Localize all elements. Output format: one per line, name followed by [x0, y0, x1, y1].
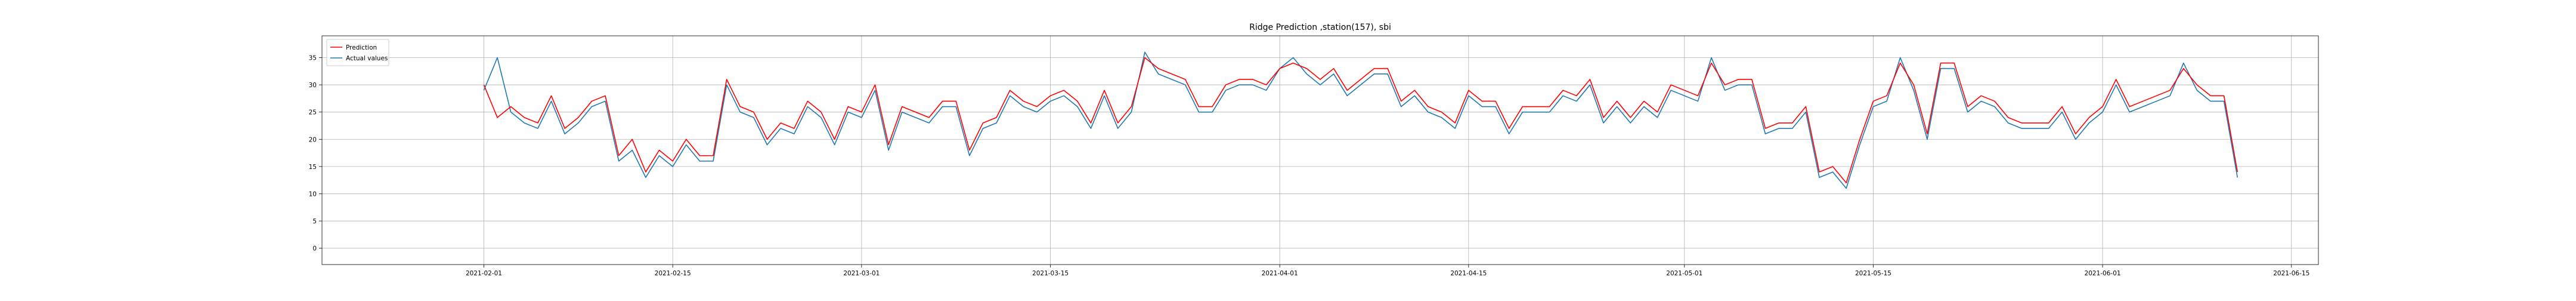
- y-tick-label: 20: [309, 136, 317, 143]
- x-tick-label: 2021-02-15: [655, 270, 691, 277]
- x-tick-label: 2021-05-01: [1666, 270, 1702, 277]
- x-tick-label: 2021-03-01: [843, 270, 880, 277]
- legend-label-actual-values: Actual values: [346, 55, 388, 62]
- y-axis: 0 5 10 15 20 25 30 35: [309, 54, 322, 253]
- x-tick-label: 2021-03-15: [1032, 270, 1069, 277]
- x-tick-label: 2021-06-15: [2273, 270, 2309, 277]
- prediction-line: [483, 57, 2238, 184]
- x-tick-label: 2021-02-01: [466, 270, 502, 277]
- y-tick-label: 15: [309, 164, 317, 171]
- y-tick-label: 25: [309, 109, 317, 116]
- actual-values-line: [483, 51, 2238, 189]
- legend-box: [326, 39, 389, 66]
- x-tick-label: 2021-06-01: [2085, 270, 2121, 277]
- legend: Prediction Actual values: [326, 39, 389, 66]
- x-axis: 2021-02-01 2021-02-15 2021-03-01 2021-03-15…: [466, 265, 2309, 277]
- plot-frame: [321, 35, 2319, 265]
- y-tick-label: 0: [312, 245, 317, 253]
- y-tick-label: 35: [309, 54, 317, 62]
- x-tick-label: 2021-04-15: [1450, 270, 1487, 277]
- x-tick-label: 2021-05-15: [1855, 270, 1891, 277]
- series-lines: [483, 51, 2238, 189]
- legend-label-prediction: Prediction: [346, 44, 377, 51]
- y-tick-label: 30: [309, 82, 317, 89]
- y-tick-label: 10: [309, 191, 317, 198]
- y-tick-label: 5: [312, 218, 317, 225]
- grid-lines: [322, 36, 2318, 265]
- chart-title: Ridge Prediction ,station(157), sbi: [1249, 23, 1391, 32]
- x-tick-label: 2021-04-01: [1262, 270, 1298, 277]
